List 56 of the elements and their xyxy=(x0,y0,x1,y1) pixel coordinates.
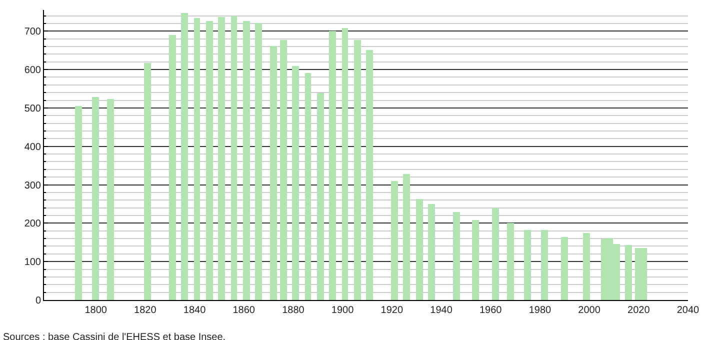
y-tick-label: 700 xyxy=(24,26,42,38)
bar xyxy=(453,212,460,300)
y-tick-label: 400 xyxy=(24,142,42,153)
x-tick-label: 1880 xyxy=(282,305,305,316)
x-tick-label: 2040 xyxy=(676,305,700,316)
bar xyxy=(169,35,176,300)
bar xyxy=(92,97,99,300)
bar xyxy=(243,21,250,300)
bar xyxy=(391,181,398,300)
bar xyxy=(231,16,237,300)
x-tick-label: 1820 xyxy=(134,305,157,316)
bar xyxy=(305,73,311,300)
bar xyxy=(194,18,200,300)
y-tick-label: 600 xyxy=(24,65,42,76)
bar xyxy=(366,50,373,300)
bar xyxy=(181,13,188,300)
bar xyxy=(403,174,410,300)
bar xyxy=(472,220,479,300)
bar xyxy=(317,93,324,300)
y-tick-label: 500 xyxy=(24,103,42,114)
bar xyxy=(416,199,423,300)
bar xyxy=(329,31,336,300)
bar xyxy=(561,237,568,300)
x-tick-label: 1980 xyxy=(528,305,552,316)
bar xyxy=(292,66,299,300)
bar xyxy=(583,233,590,300)
bar xyxy=(524,230,531,300)
source-note: Sources : base Cassini de l'EHESS et base Insee. xyxy=(3,332,226,340)
bar xyxy=(206,21,213,300)
x-tick-label: 1940 xyxy=(430,305,453,316)
x-tick-label: 2020 xyxy=(628,305,650,316)
bar xyxy=(354,40,361,300)
bar xyxy=(428,204,435,300)
bar xyxy=(342,28,348,300)
bar xyxy=(144,63,151,300)
y-tick-label: 200 xyxy=(24,218,42,230)
x-tick-label: 1800 xyxy=(84,305,108,316)
y-tick-label: 300 xyxy=(24,180,42,192)
x-tick-label: 1960 xyxy=(479,305,502,316)
bar xyxy=(541,230,548,300)
bar xyxy=(107,99,114,300)
bar xyxy=(280,40,287,300)
y-tick-label: 100 xyxy=(24,257,42,268)
bar xyxy=(270,46,277,300)
bar xyxy=(75,106,82,300)
x-tick-label: 1860 xyxy=(232,305,256,316)
x-tick-label: 1840 xyxy=(183,305,206,316)
bar xyxy=(255,23,262,300)
bar xyxy=(507,223,514,300)
bar xyxy=(492,208,499,300)
x-tick-label: 1900 xyxy=(331,305,354,316)
bar xyxy=(218,17,225,300)
y-tick-label: 0 xyxy=(35,296,42,306)
x-tick-label: 1920 xyxy=(380,305,404,316)
bar xyxy=(625,245,632,300)
x-tick-label: 2000 xyxy=(578,305,601,316)
